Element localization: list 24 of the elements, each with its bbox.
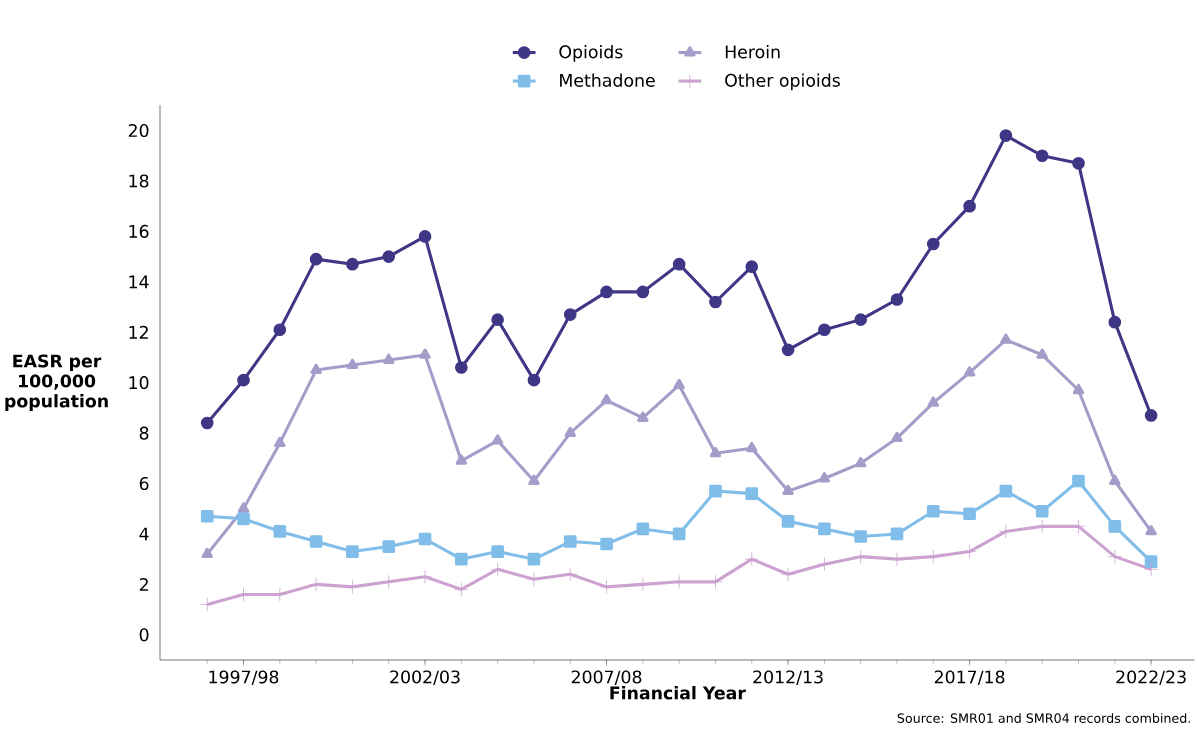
legend-label: Methadone xyxy=(560,73,655,87)
y-tick-label: 12 xyxy=(129,325,148,339)
y-tick-label: 18 xyxy=(129,174,149,188)
x-tick-label: 2007/08 xyxy=(571,670,642,685)
x-tick-label: 2012/13 xyxy=(753,670,823,685)
y-tick-label: 14 xyxy=(129,275,149,289)
legend-label: Opioids xyxy=(559,44,623,62)
x-tick-label: 1997/98 xyxy=(209,670,279,685)
x-tick-label: 2022/23 xyxy=(1116,670,1186,685)
legend-label: Other opioids xyxy=(725,73,840,91)
y-tick-label: 10 xyxy=(129,376,149,390)
y-tick-label: 2 xyxy=(139,577,148,591)
y-tick-label: 4 xyxy=(139,527,149,541)
y-axis-title: EASR per 100,000 population xyxy=(5,354,108,411)
y-tick-label: 0 xyxy=(139,628,149,642)
y-tick-label: 20 xyxy=(128,123,149,138)
y-tick-label: 6 xyxy=(139,476,149,491)
source-note: Source: SMR01 and SMR04 records combined. xyxy=(897,713,1190,723)
x-axis-title: Financial Year xyxy=(610,686,746,700)
x-tick-label: 2002/03 xyxy=(390,670,460,685)
legend-label: Heroin xyxy=(725,44,780,59)
x-tick-label: 2017/18 xyxy=(934,670,1005,685)
y-tick-label: 8 xyxy=(139,426,149,440)
y-tick-label: 16 xyxy=(129,224,149,238)
